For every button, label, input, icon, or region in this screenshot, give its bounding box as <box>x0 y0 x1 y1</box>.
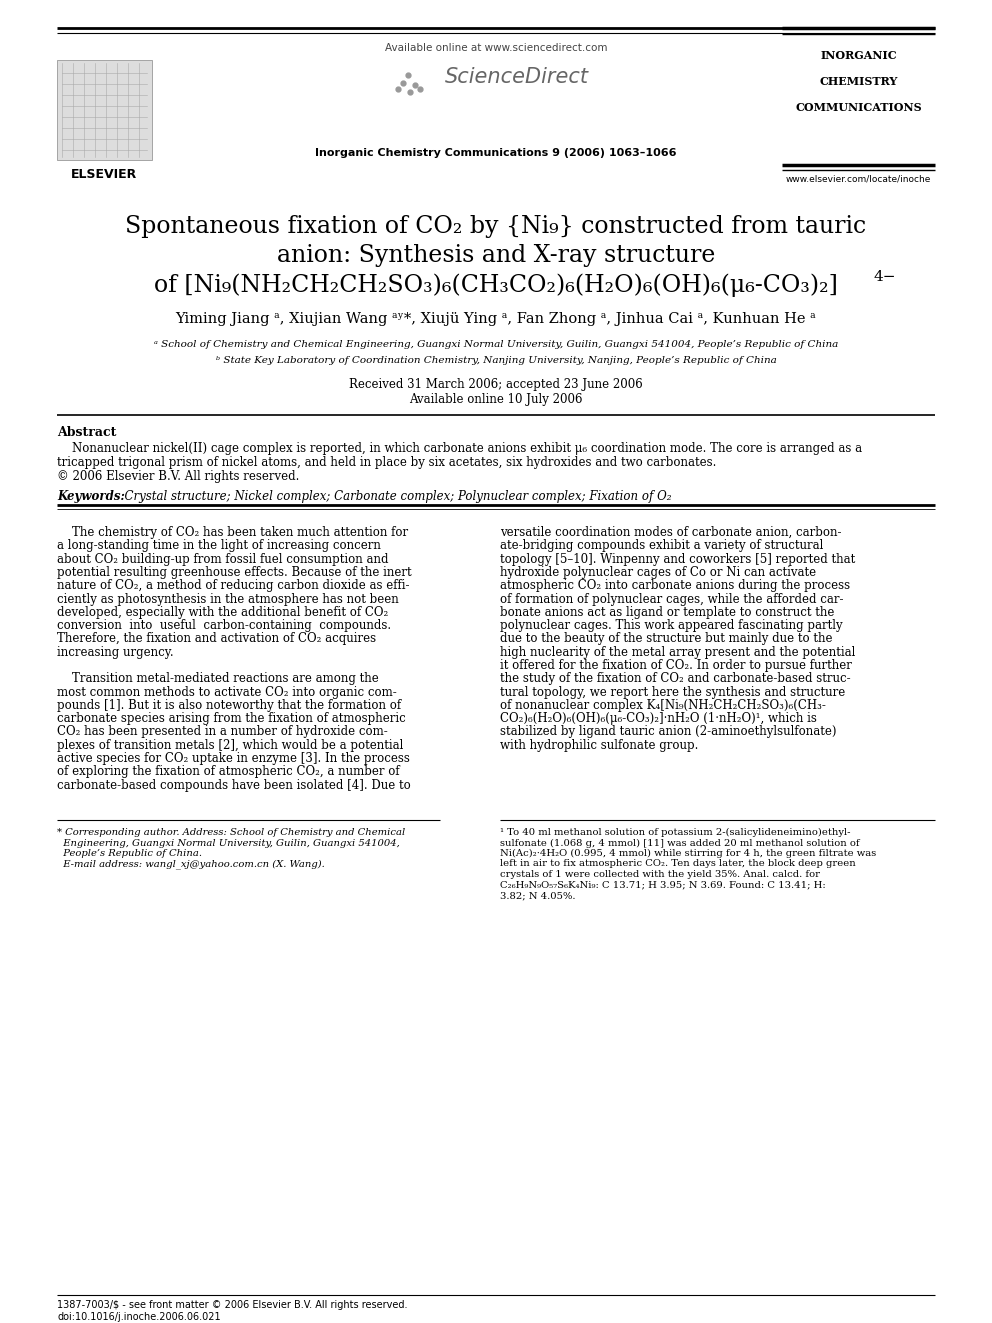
Text: sulfonate (1.068 g, 4 mmol) [11] was added 20 ml methanol solution of: sulfonate (1.068 g, 4 mmol) [11] was add… <box>500 839 860 848</box>
Text: CO₂ has been presented in a number of hydroxide com-: CO₂ has been presented in a number of hy… <box>57 725 388 738</box>
Text: Ni(Ac)₂·4H₂O (0.995, 4 mmol) while stirring for 4 h, the green filtrate was: Ni(Ac)₂·4H₂O (0.995, 4 mmol) while stirr… <box>500 849 876 859</box>
Text: ate-bridging compounds exhibit a variety of structural: ate-bridging compounds exhibit a variety… <box>500 540 823 552</box>
Text: topology [5–10]. Winpenny and coworkers [5] reported that: topology [5–10]. Winpenny and coworkers … <box>500 553 855 566</box>
Text: due to the beauty of the structure but mainly due to the: due to the beauty of the structure but m… <box>500 632 832 646</box>
Text: of [Ni₉(NH₂CH₂CH₂SO₃)₆(CH₃CO₂)₆(H₂O)₆(OH)₆(μ₆-CO₃)₂]: of [Ni₉(NH₂CH₂CH₂SO₃)₆(CH₃CO₂)₆(H₂O)₆(OH… <box>154 273 838 296</box>
Text: 1387-7003/$ - see front matter © 2006 Elsevier B.V. All rights reserved.: 1387-7003/$ - see front matter © 2006 El… <box>57 1301 408 1310</box>
Text: INORGANIC: INORGANIC <box>820 50 897 61</box>
Text: developed, especially with the additional benefit of CO₂: developed, especially with the additiona… <box>57 606 388 619</box>
Text: atmospheric CO₂ into carbonate anions during the process: atmospheric CO₂ into carbonate anions du… <box>500 579 850 593</box>
Text: The chemistry of CO₂ has been taken much attention for: The chemistry of CO₂ has been taken much… <box>57 527 408 538</box>
Text: Yiming Jiang ᵃ, Xiujian Wang ᵃʸ*, Xiujü Ying ᵃ, Fan Zhong ᵃ, Jinhua Cai ᵃ, Kunhu: Yiming Jiang ᵃ, Xiujian Wang ᵃʸ*, Xiujü … <box>176 312 816 325</box>
Text: ELSEVIER: ELSEVIER <box>70 168 137 181</box>
FancyBboxPatch shape <box>57 60 152 160</box>
Text: ScienceDirect: ScienceDirect <box>445 67 589 87</box>
Text: Keywords:: Keywords: <box>57 490 125 503</box>
Text: left in air to fix atmospheric CO₂. Ten days later, the block deep green: left in air to fix atmospheric CO₂. Ten … <box>500 860 856 868</box>
Text: crystals of 1 were collected with the yield 35%. Anal. calcd. for: crystals of 1 were collected with the yi… <box>500 871 820 878</box>
Text: COMMUNICATIONS: COMMUNICATIONS <box>796 102 922 112</box>
Text: conversion  into  useful  carbon-containing  compounds.: conversion into useful carbon-containing… <box>57 619 391 632</box>
Text: Transition metal-mediated reactions are among the: Transition metal-mediated reactions are … <box>57 672 379 685</box>
Text: Engineering, Guangxi Normal University, Guilin, Guangxi 541004,: Engineering, Guangxi Normal University, … <box>57 839 400 848</box>
Text: a long-standing time in the light of increasing concern: a long-standing time in the light of inc… <box>57 540 381 552</box>
Text: tural topology, we report here the synthesis and structure: tural topology, we report here the synth… <box>500 685 845 699</box>
Text: Received 31 March 2006; accepted 23 June 2006: Received 31 March 2006; accepted 23 June… <box>349 378 643 392</box>
Text: increasing urgency.: increasing urgency. <box>57 646 174 659</box>
Text: Spontaneous fixation of CO₂ by {Ni₉} constructed from tauric: Spontaneous fixation of CO₂ by {Ni₉} con… <box>125 216 867 238</box>
Text: stabilized by ligand tauric anion (2-aminoethylsulfonate): stabilized by ligand tauric anion (2-ami… <box>500 725 836 738</box>
Text: most common methods to activate CO₂ into organic com-: most common methods to activate CO₂ into… <box>57 685 397 699</box>
Text: polynuclear cages. This work appeared fascinating partly: polynuclear cages. This work appeared fa… <box>500 619 842 632</box>
Text: ciently as photosynthesis in the atmosphere has not been: ciently as photosynthesis in the atmosph… <box>57 593 399 606</box>
Text: 3.82; N 4.05%.: 3.82; N 4.05%. <box>500 890 575 900</box>
Text: ᵇ State Key Laboratory of Coordination Chemistry, Nanjing University, Nanjing, P: ᵇ State Key Laboratory of Coordination C… <box>215 356 777 365</box>
Text: of exploring the fixation of atmospheric CO₂, a number of: of exploring the fixation of atmospheric… <box>57 766 400 778</box>
Text: carbonate-based compounds have been isolated [4]. Due to: carbonate-based compounds have been isol… <box>57 779 411 791</box>
Text: People’s Republic of China.: People’s Republic of China. <box>57 849 202 859</box>
Text: Nonanuclear nickel(II) cage complex is reported, in which carbonate anions exhib: Nonanuclear nickel(II) cage complex is r… <box>57 442 862 455</box>
Text: ᵃ School of Chemistry and Chemical Engineering, Guangxi Normal University, Guili: ᵃ School of Chemistry and Chemical Engin… <box>154 340 838 349</box>
Text: doi:10.1016/j.inoche.2006.06.021: doi:10.1016/j.inoche.2006.06.021 <box>57 1312 220 1322</box>
Text: it offered for the fixation of CO₂. In order to pursue further: it offered for the fixation of CO₂. In o… <box>500 659 852 672</box>
Text: versatile coordination modes of carbonate anion, carbon-: versatile coordination modes of carbonat… <box>500 527 841 538</box>
Text: nature of CO₂, a method of reducing carbon dioxide as effi-: nature of CO₂, a method of reducing carb… <box>57 579 410 593</box>
Text: of formation of polynuclear cages, while the afforded car-: of formation of polynuclear cages, while… <box>500 593 843 606</box>
Text: Abstract: Abstract <box>57 426 116 439</box>
Text: Available online at www.sciencedirect.com: Available online at www.sciencedirect.co… <box>385 44 607 53</box>
Text: hydroxide polynuclear cages of Co or Ni can activate: hydroxide polynuclear cages of Co or Ni … <box>500 566 816 579</box>
Text: Therefore, the fixation and activation of CO₂ acquires: Therefore, the fixation and activation o… <box>57 632 376 646</box>
Text: Crystal structure; Nickel complex; Carbonate complex; Polynuclear complex; Fixat: Crystal structure; Nickel complex; Carbo… <box>117 490 672 503</box>
Text: bonate anions act as ligand or template to construct the: bonate anions act as ligand or template … <box>500 606 834 619</box>
Text: Available online 10 July 2006: Available online 10 July 2006 <box>410 393 582 406</box>
Text: anion: Synthesis and X-ray structure: anion: Synthesis and X-ray structure <box>277 243 715 267</box>
Text: about CO₂ building-up from fossil fuel consumption and: about CO₂ building-up from fossil fuel c… <box>57 553 389 566</box>
Text: CHEMISTRY: CHEMISTRY <box>819 75 898 87</box>
Text: Inorganic Chemistry Communications 9 (2006) 1063–1066: Inorganic Chemistry Communications 9 (20… <box>315 148 677 157</box>
Text: potential resulting greenhouse effects. Because of the inert: potential resulting greenhouse effects. … <box>57 566 412 579</box>
Text: active species for CO₂ uptake in enzyme [3]. In the process: active species for CO₂ uptake in enzyme … <box>57 751 410 765</box>
Text: tricapped trigonal prism of nickel atoms, and held in place by six acetates, six: tricapped trigonal prism of nickel atoms… <box>57 456 716 468</box>
Text: © 2006 Elsevier B.V. All rights reserved.: © 2006 Elsevier B.V. All rights reserved… <box>57 470 300 483</box>
Text: pounds [1]. But it is also noteworthy that the formation of: pounds [1]. But it is also noteworthy th… <box>57 699 401 712</box>
Text: C₂₆H₉N₉O₅₇S₆K₄Ni₉: C 13.71; H 3.95; N 3.69. Found: C 13.41; H:: C₂₆H₉N₉O₅₇S₆K₄Ni₉: C 13.71; H 3.95; N 3.… <box>500 881 825 889</box>
Text: 4−: 4− <box>873 270 896 284</box>
Text: of nonanuclear complex K₄[Ni₉(NH₂CH₂CH₂SO₃)₆(CH₃-: of nonanuclear complex K₄[Ni₉(NH₂CH₂CH₂S… <box>500 699 826 712</box>
Text: CO₂)₆(H₂O)₆(OH)₆(μ₆-CO₃)₂]·nH₂O (1·nH₂O)¹, which is: CO₂)₆(H₂O)₆(OH)₆(μ₆-CO₃)₂]·nH₂O (1·nH₂O)… <box>500 712 816 725</box>
Text: high nuclearity of the metal array present and the potential: high nuclearity of the metal array prese… <box>500 646 855 659</box>
Text: E-mail address: wangl_xj@yahoo.com.cn (X. Wang).: E-mail address: wangl_xj@yahoo.com.cn (X… <box>57 860 324 869</box>
Text: ¹ To 40 ml methanol solution of potassium 2-(salicylideneimino)ethyl-: ¹ To 40 ml methanol solution of potassiu… <box>500 828 850 837</box>
Text: plexes of transition metals [2], which would be a potential: plexes of transition metals [2], which w… <box>57 738 404 751</box>
Text: * Corresponding author. Address: School of Chemistry and Chemical: * Corresponding author. Address: School … <box>57 828 406 837</box>
Text: carbonate species arising from the fixation of atmospheric: carbonate species arising from the fixat… <box>57 712 406 725</box>
Text: www.elsevier.com/locate/inoche: www.elsevier.com/locate/inoche <box>786 175 931 184</box>
Text: with hydrophilic sulfonate group.: with hydrophilic sulfonate group. <box>500 738 698 751</box>
Text: the study of the fixation of CO₂ and carbonate-based struc-: the study of the fixation of CO₂ and car… <box>500 672 850 685</box>
